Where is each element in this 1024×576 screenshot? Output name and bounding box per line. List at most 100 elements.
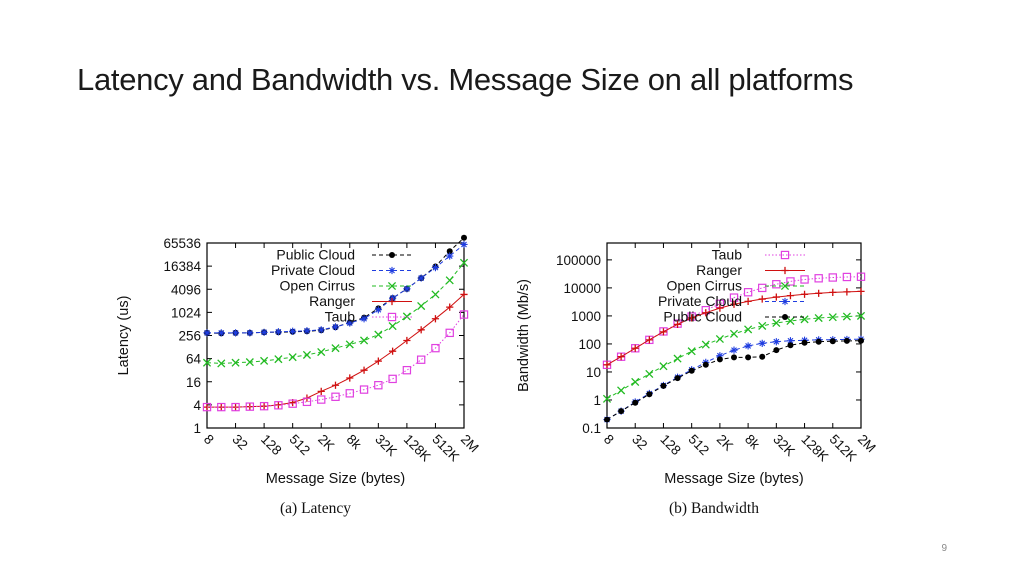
data-point-private-cloud (403, 285, 411, 293)
y-tick-label: 16384 (163, 259, 201, 274)
data-point-public-cloud (461, 234, 467, 241)
data-point-ranger (702, 309, 710, 317)
data-point-ranger (431, 315, 440, 323)
data-point-open-cirrus (388, 322, 397, 331)
x-tick-label: 32K (770, 432, 798, 460)
data-point-ranger (843, 288, 851, 296)
data-point-open-cirrus (617, 386, 626, 395)
figure-caption: (b) Bandwidth (669, 500, 759, 517)
data-point-ranger (389, 347, 397, 355)
data-point-private-cloud (246, 329, 254, 337)
data-point-private-cloud (716, 352, 724, 360)
data-point-ranger (374, 357, 382, 365)
legend-marker-public-cloud (782, 314, 788, 320)
y-tick-label: 16 (186, 375, 201, 390)
x-tick-label: 8k (344, 432, 365, 453)
data-point-private-cloud (303, 327, 311, 335)
data-point-taub (800, 275, 809, 284)
data-point-private-cloud (360, 315, 368, 323)
page-number: 9 (941, 543, 947, 554)
data-point-private-cloud (346, 319, 354, 327)
data-point-open-cirrus (828, 313, 837, 322)
data-point-public-cloud (618, 408, 625, 415)
latency-chart-svg: 1 4 16 64 256 1024 4096 16384 65536 8 32 128 512 2K 8k… (116, 234, 482, 517)
data-point-private-cloud (431, 263, 440, 272)
x-axis-label: Message Size (bytes) (664, 471, 803, 487)
x-tick-label: 512 (686, 432, 713, 459)
data-point-open-cirrus (402, 312, 411, 321)
data-point-taub (388, 374, 397, 384)
data-point-open-cirrus (231, 358, 240, 367)
data-point-ranger (857, 287, 865, 295)
data-point-open-cirrus (288, 353, 297, 362)
data-point-taub (259, 401, 269, 411)
legend-marker-public-cloud (389, 252, 395, 258)
data-point-open-cirrus (814, 313, 823, 323)
data-point-private-cloud (446, 252, 454, 260)
data-point-private-cloud (417, 274, 425, 282)
legend-marker-taub (387, 312, 397, 322)
data-point-ranger (403, 336, 411, 345)
data-point-open-cirrus (687, 347, 696, 356)
data-point-open-cirrus (459, 258, 469, 267)
data-point-ranger (800, 290, 809, 298)
data-point-public-cloud (660, 382, 667, 389)
data-point-public-cloud (646, 391, 653, 398)
data-point-private-cloud (331, 323, 340, 331)
data-point-taub (274, 401, 283, 410)
data-point-private-cloud (203, 329, 211, 337)
data-point-taub (459, 310, 469, 319)
x-tick-label: 32K (372, 432, 400, 460)
legend-marker-taub (780, 250, 790, 260)
data-point-public-cloud (843, 337, 850, 344)
data-point-public-cloud (731, 354, 737, 361)
data-point-public-cloud (702, 361, 709, 368)
data-point-open-cirrus (217, 359, 226, 368)
series-public-cloud (604, 337, 864, 423)
data-point-taub (856, 272, 866, 281)
data-point-public-cloud (801, 339, 808, 346)
data-point-open-cirrus (317, 347, 326, 357)
y-axis-label: Bandwidth (Mb/s) (516, 279, 532, 392)
legend-label-private-cloud: Private Cloud (658, 293, 742, 309)
plot-frame (606, 242, 862, 429)
y-tick-label: 64 (186, 352, 202, 367)
data-point-ranger (331, 381, 340, 389)
data-point-open-cirrus (245, 358, 254, 367)
data-point-open-cirrus (331, 344, 340, 353)
data-point-open-cirrus (701, 340, 710, 349)
y-axis-label: Latency (us) (116, 296, 132, 376)
data-point-ranger (829, 288, 837, 297)
y-tick-label: 4 (193, 398, 201, 413)
legend-label-public-cloud: Public Cloud (663, 309, 742, 325)
data-point-taub (359, 385, 369, 394)
x-tick-label: 128K (798, 432, 831, 465)
legend-label-taub: Taub (325, 309, 356, 325)
data-point-taub (288, 399, 297, 408)
data-point-taub (743, 288, 753, 297)
data-point-taub (231, 402, 240, 412)
y-tick-label: 100 (578, 337, 601, 352)
data-point-taub (828, 273, 837, 282)
data-point-open-cirrus (345, 340, 354, 349)
legend-marker-private-cloud (781, 297, 789, 306)
data-point-public-cloud (787, 342, 794, 349)
data-point-open-cirrus (856, 311, 866, 320)
data-point-open-cirrus (645, 369, 654, 378)
data-point-private-cloud (772, 338, 780, 346)
data-point-taub (317, 395, 326, 404)
data-point-open-cirrus (715, 334, 724, 344)
data-point-private-cloud (758, 339, 766, 347)
data-point-public-cloud (829, 338, 836, 345)
data-point-taub (245, 402, 255, 411)
data-point-open-cirrus (374, 330, 383, 339)
series-open-cirrus (602, 311, 866, 403)
data-point-ranger (317, 387, 325, 395)
x-axis-label: Message Size (bytes) (266, 471, 405, 487)
data-point-taub (402, 365, 412, 375)
data-point-private-cloud (460, 240, 468, 249)
latency-chart: 1 4 16 64 256 1024 4096 16384 65536 8 32 128 512 2K 8k… (110, 232, 500, 522)
data-point-open-cirrus (274, 355, 283, 364)
data-point-taub (786, 277, 795, 286)
data-point-open-cirrus (758, 321, 767, 330)
